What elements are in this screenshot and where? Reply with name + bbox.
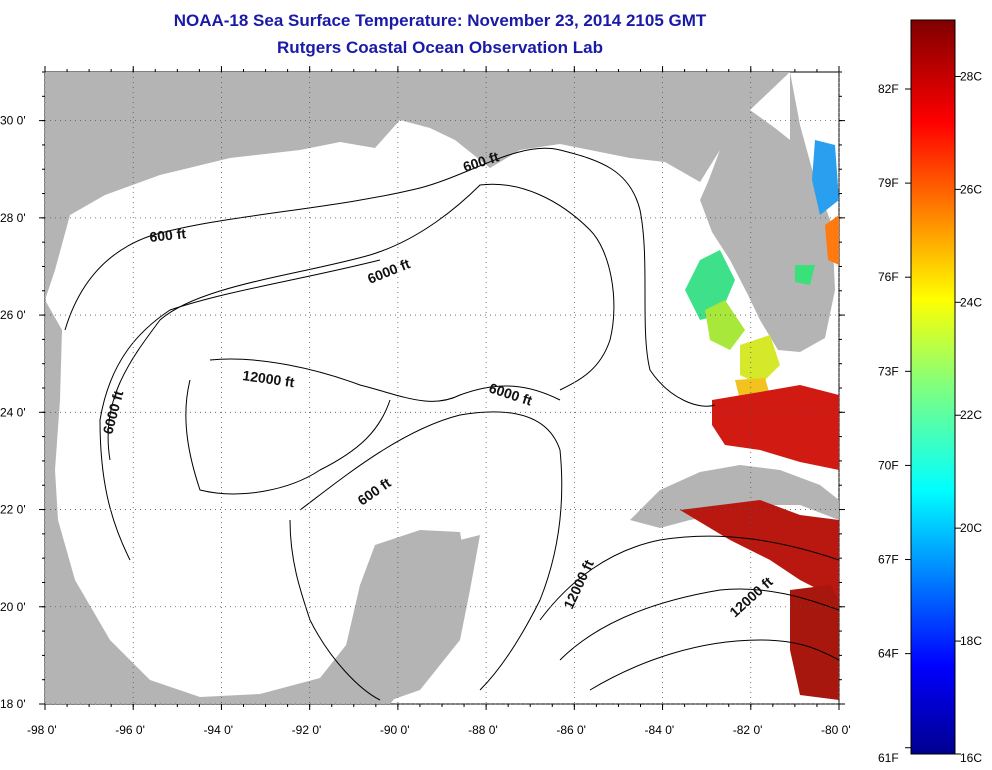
celsius-label: 16C	[960, 751, 982, 765]
lon-tick-label: -86 0'	[556, 723, 586, 737]
fahrenheit-label: 82F	[878, 82, 899, 96]
lon-tick-label: -98 0'	[27, 723, 57, 737]
fahrenheit-label: 73F	[878, 364, 899, 378]
celsius-label: 20C	[960, 521, 982, 535]
lat-tick-label: 18 0'	[0, 697, 26, 711]
lat-axis: 18 0' 20 0' 22 0' 24 0' 26 0' 28 0' 30 0'	[0, 71, 845, 711]
fahrenheit-label: 76F	[878, 270, 899, 284]
lon-tick-label: -84 0'	[645, 723, 675, 737]
lon-tick-label: -82 0'	[733, 723, 763, 737]
lon-axis: -98 0' -96 0' -94 0' -92 0' -90 0' -88 0' -86 …	[27, 66, 851, 737]
cuba-land	[630, 465, 839, 528]
contour-label: 12000 ft	[242, 367, 296, 390]
colorbar-f-labels: 82F 79F 76F 73F 70F 67F 64F 61F	[878, 82, 911, 765]
bathymetry-contours	[64, 147, 839, 701]
celsius-label: 22C	[960, 408, 982, 422]
lon-tick-label: -80 0'	[821, 723, 851, 737]
us-gulf-coast-land	[45, 72, 835, 352]
lat-tick-label: 22 0'	[0, 503, 26, 517]
lon-tick-label: -90 0'	[380, 723, 410, 737]
lon-tick-label: -96 0'	[115, 723, 145, 737]
lat-tick-label: 20 0'	[0, 600, 26, 614]
sst-patches	[680, 140, 839, 700]
colorbar-c-labels: 28C 26C 24C 22C 20C 18C 16C	[955, 69, 982, 765]
lat-tick-label: 28 0'	[0, 211, 26, 225]
fahrenheit-label: 67F	[878, 553, 899, 567]
fahrenheit-label: 61F	[878, 751, 899, 765]
celsius-label: 24C	[960, 295, 982, 309]
lon-tick-label: -92 0'	[292, 723, 322, 737]
lon-tick-label: -94 0'	[203, 723, 233, 737]
temperature-colorbar	[910, 19, 956, 755]
fahrenheit-label: 79F	[878, 176, 899, 190]
fahrenheit-label: 64F	[878, 647, 899, 661]
yucatan-land	[320, 535, 480, 704]
lat-tick-label: 26 0'	[0, 308, 26, 322]
lat-tick-label: 24 0'	[0, 405, 26, 419]
fahrenheit-label: 70F	[878, 458, 899, 472]
map-subtitle: Rutgers Coastal Ocean Observation Lab	[277, 38, 603, 57]
celsius-label: 18C	[960, 634, 982, 648]
lat-tick-label: 30 0'	[0, 114, 26, 128]
lon-tick-label: -88 0'	[468, 723, 498, 737]
contour-label: 600 ft	[149, 225, 187, 245]
map-title: NOAA-18 Sea Surface Temperature: Novembe…	[173, 11, 707, 30]
celsius-label: 26C	[960, 182, 982, 196]
celsius-label: 28C	[960, 69, 982, 83]
